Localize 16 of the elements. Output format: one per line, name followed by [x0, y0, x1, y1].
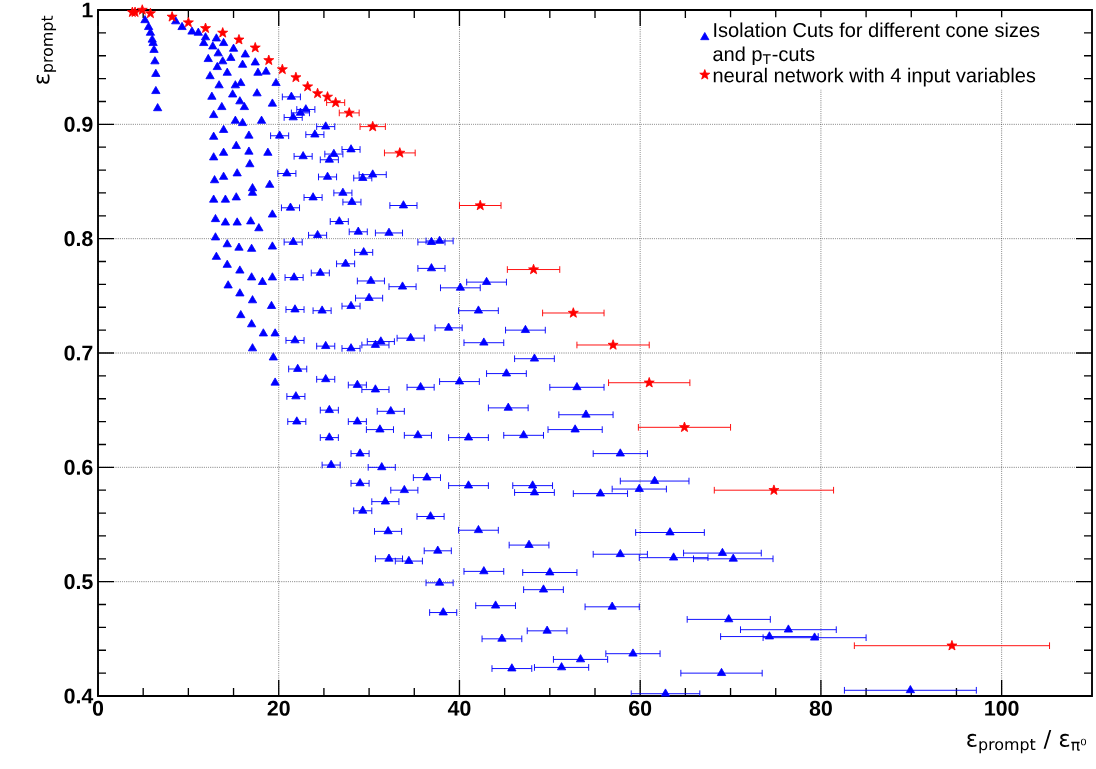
- x-tick-label: 20: [267, 700, 290, 716]
- x-tick-label: 80: [809, 700, 832, 716]
- y-tick-label: 0.8: [64, 231, 93, 247]
- x-tick-label: 100: [985, 700, 1019, 716]
- x-tick-label: 0: [92, 700, 104, 716]
- legend-label: neural network with 4 input variables: [713, 67, 1036, 87]
- y-tick-label: 0.7: [64, 345, 93, 361]
- x-tick-label: 40: [447, 700, 471, 716]
- y-axis-title: ε$_{prompt}$: [36, 15, 57, 84]
- y-tick-label: 0.4: [64, 688, 94, 704]
- x-tick-label: 60: [629, 700, 652, 716]
- x-axis-title: ε$_{prompt}$ / ε$_{π⁰}$: [967, 730, 1087, 754]
- y-tick-label: 0.9: [64, 116, 93, 132]
- y-tick-label: 0.6: [64, 459, 93, 475]
- y-tick-label: 0.5: [64, 574, 93, 590]
- y-tick-label: 1: [82, 2, 93, 18]
